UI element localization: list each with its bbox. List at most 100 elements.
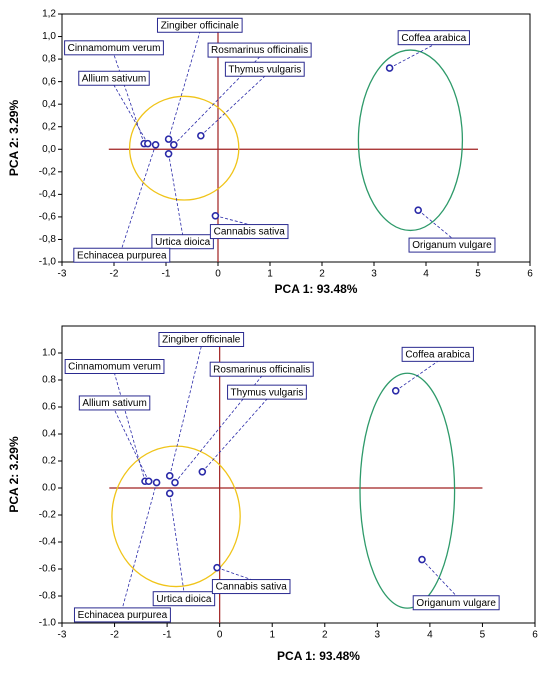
leader-line	[168, 32, 201, 140]
point-label: Allium sativum	[82, 73, 146, 84]
confidence-ellipse	[128, 95, 240, 201]
point-label: Echinacea purpurea	[77, 250, 167, 261]
point-label: Zingiber officinale	[162, 335, 241, 346]
x-tick-label: -2	[110, 630, 119, 641]
x-tick-label: -1	[163, 630, 172, 641]
point-label: Thymus vulgaris	[231, 387, 304, 398]
leader-line	[395, 361, 439, 392]
y-tick-label: -1.0	[39, 618, 57, 629]
label-box	[211, 579, 291, 595]
x-tick-label: 3	[375, 630, 381, 641]
point-label: Thymus vulgaris	[228, 64, 301, 75]
point-label: Coffea arabica	[405, 349, 470, 360]
x-axis-label: PCA 1: 93.48%	[275, 282, 358, 296]
point	[171, 478, 179, 487]
x-tick-label: 5	[475, 269, 481, 280]
y-tick-label: 0.4	[42, 429, 56, 440]
point	[164, 149, 173, 158]
y-tick-label: -0,2	[39, 166, 57, 177]
leader-line	[169, 493, 185, 592]
leader-line	[215, 215, 250, 225]
y-tick-label: 0,8	[42, 54, 56, 65]
point	[165, 472, 174, 480]
point	[151, 140, 160, 149]
leader-line	[114, 373, 146, 482]
leader-line	[113, 85, 149, 144]
y-tick-label: 1.0	[42, 348, 56, 359]
point	[213, 563, 221, 572]
label-box	[78, 70, 150, 86]
x-tick-label: -2	[110, 269, 119, 280]
y-tick-label: 0.2	[42, 456, 56, 467]
leader-line	[168, 153, 184, 235]
label-box	[227, 384, 307, 400]
x-tick-label: -3	[58, 269, 67, 280]
y-tick-label: 0,2	[42, 121, 56, 132]
point-label: Cinnamomum verum	[68, 362, 161, 373]
leader-line	[216, 567, 252, 580]
point-label: Rosmarinus officinalis	[211, 45, 308, 56]
y-tick-label: -0.4	[39, 537, 57, 548]
label-box	[224, 61, 305, 77]
point-label: Urtica dioica	[155, 237, 210, 248]
leader-line	[421, 559, 457, 597]
y-tick-label: 0,6	[42, 76, 56, 87]
leader-line	[389, 44, 434, 69]
label-box	[73, 247, 171, 263]
label-box	[64, 359, 165, 374]
label-box	[158, 332, 245, 347]
label-box	[73, 607, 171, 623]
point-label: Rosmarinus officinalis	[213, 364, 310, 375]
point-label: Allium sativum	[82, 398, 146, 409]
point-label: Cannabis sativa	[216, 582, 288, 593]
point-label: Cannabis sativa	[214, 227, 286, 238]
y-tick-label: -1,0	[39, 257, 57, 268]
x-tick-label: 3	[371, 269, 377, 280]
label-box	[397, 30, 470, 46]
point	[211, 211, 220, 220]
x-tick-label: 0	[217, 630, 223, 641]
point	[144, 139, 152, 148]
y-tick-label: -0,6	[39, 212, 57, 223]
leader-line	[121, 144, 156, 249]
y-tick-label: 0,4	[42, 99, 56, 110]
y-tick-label: 0,0	[42, 144, 56, 155]
x-tick-label: 4	[423, 269, 429, 280]
x-axis-label: PCA 1: 93.48%	[277, 649, 360, 663]
y-tick-label: 1,2	[42, 9, 56, 20]
label-box	[408, 237, 496, 253]
label-box	[401, 346, 474, 362]
label-box	[152, 591, 216, 607]
confidence-ellipse	[357, 49, 464, 232]
point-label: Zingiber officinale	[161, 20, 240, 31]
point	[198, 467, 207, 476]
x-tick-label: 2	[322, 630, 328, 641]
y-tick-label: -0,4	[39, 189, 57, 200]
point	[418, 555, 426, 564]
leader-line	[122, 482, 157, 609]
point	[144, 477, 153, 486]
leader-line	[200, 75, 266, 137]
plot-frame	[61, 13, 531, 263]
point-label: Echinacea purpurea	[78, 610, 168, 621]
plot-frame	[61, 325, 536, 624]
point-label: Cinnamomum verum	[68, 43, 161, 54]
confidence-ellipse	[359, 372, 456, 609]
point	[165, 489, 174, 498]
x-tick-label: 1	[269, 630, 275, 641]
y-tick-label: -0,8	[39, 234, 57, 245]
point	[152, 478, 161, 487]
y-tick-label: 0.0	[42, 483, 56, 494]
leader-line	[202, 398, 268, 473]
point-label: Origanum vulgare	[412, 240, 492, 251]
point-label: Urtica dioica	[156, 594, 211, 605]
x-tick-label: 6	[532, 630, 538, 641]
leader-line	[169, 346, 202, 476]
point	[391, 386, 400, 395]
x-tick-label: -3	[58, 630, 67, 641]
label-box	[207, 42, 312, 58]
point-label: Origanum vulgare	[416, 598, 496, 609]
point	[385, 64, 394, 72]
x-tick-label: 6	[527, 269, 533, 280]
label-box	[412, 595, 500, 611]
